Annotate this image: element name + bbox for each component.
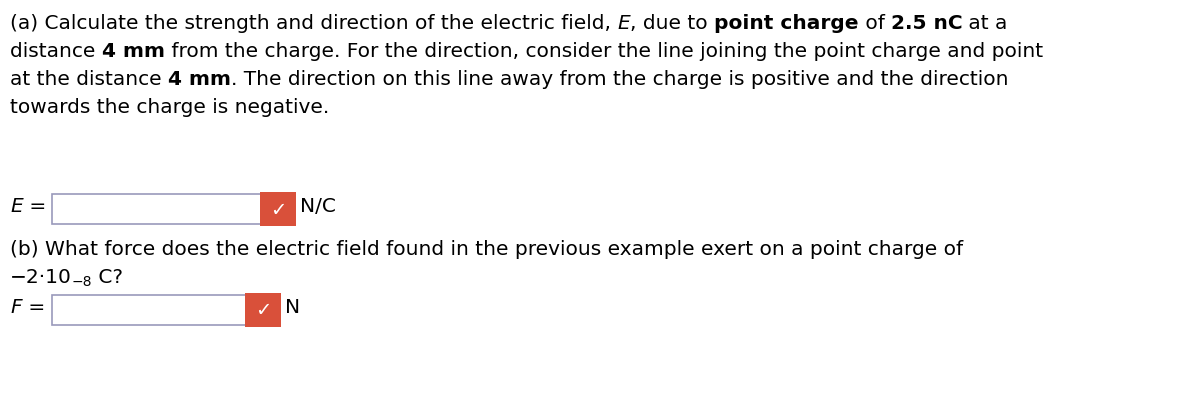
Text: E: E xyxy=(10,196,23,215)
FancyBboxPatch shape xyxy=(52,295,247,325)
Text: F: F xyxy=(10,297,22,316)
FancyBboxPatch shape xyxy=(245,293,281,327)
Text: 2.5 nC: 2.5 nC xyxy=(890,14,962,33)
Text: ✓: ✓ xyxy=(270,200,286,219)
Text: (a) Calculate the strength and direction of the electric field,: (a) Calculate the strength and direction… xyxy=(10,14,617,33)
Text: towards the charge is negative.: towards the charge is negative. xyxy=(10,98,329,117)
Text: ✓: ✓ xyxy=(254,301,271,320)
Text: distance: distance xyxy=(10,42,102,61)
Text: 4 mm: 4 mm xyxy=(168,70,230,89)
Text: C?: C? xyxy=(92,267,124,286)
Text: . The direction on this line away from the charge is positive and the direction: . The direction on this line away from t… xyxy=(230,70,1008,89)
Text: N: N xyxy=(286,297,300,316)
Text: at a: at a xyxy=(962,14,1008,33)
Text: point charge: point charge xyxy=(714,14,859,33)
Text: 4 mm: 4 mm xyxy=(102,42,164,61)
FancyBboxPatch shape xyxy=(260,192,296,227)
Text: (b) What force does the electric field found in the previous example exert on a : (b) What force does the electric field f… xyxy=(10,239,964,258)
Text: , due to: , due to xyxy=(630,14,714,33)
Text: at the distance: at the distance xyxy=(10,70,168,89)
FancyBboxPatch shape xyxy=(52,194,262,225)
Text: −2·10: −2·10 xyxy=(10,267,72,286)
Text: −8: −8 xyxy=(72,274,92,288)
Text: N/C: N/C xyxy=(300,196,336,215)
Text: =: = xyxy=(22,297,44,316)
Text: from the charge. For the direction, consider the line joining the point charge a: from the charge. For the direction, cons… xyxy=(164,42,1043,61)
Text: =: = xyxy=(23,196,46,215)
Text: E: E xyxy=(617,14,630,33)
Text: of: of xyxy=(859,14,890,33)
